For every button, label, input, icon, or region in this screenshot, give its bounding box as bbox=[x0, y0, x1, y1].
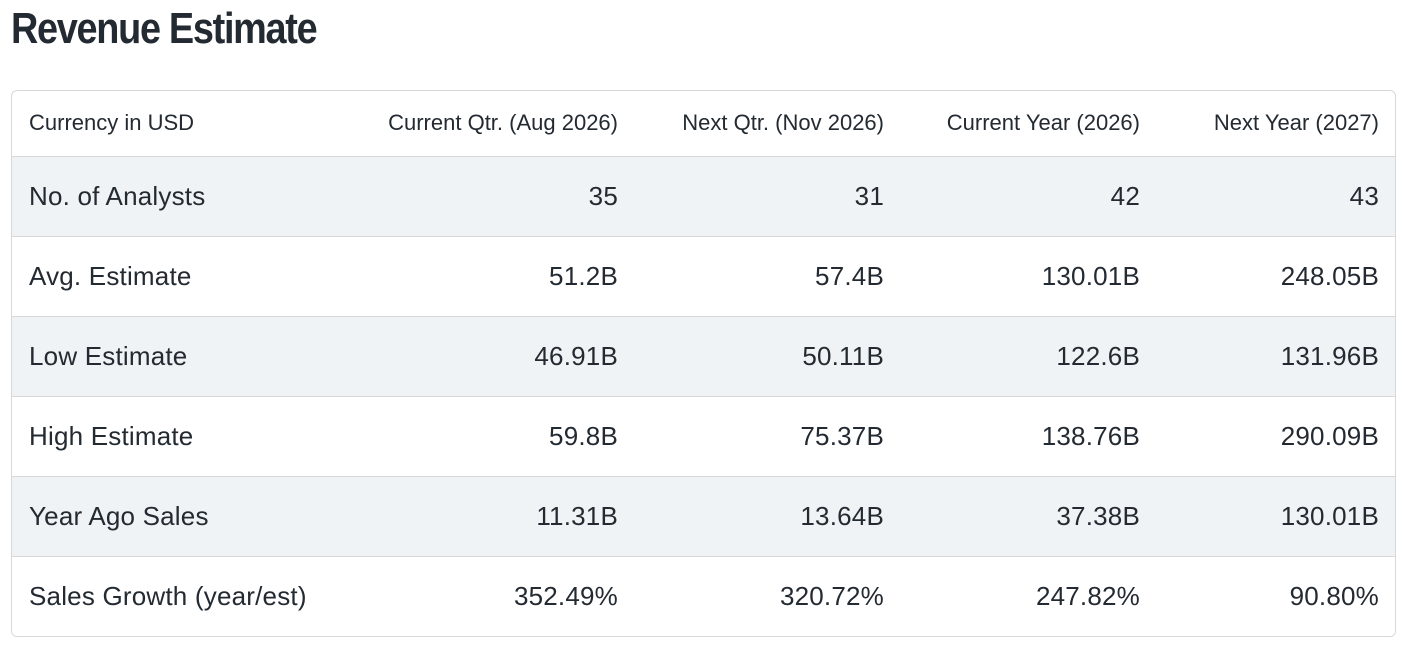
header-current-year: Current Year (2026) bbox=[900, 91, 1156, 157]
revenue-estimate-table-container: Currency in USD Current Qtr. (Aug 2026) … bbox=[11, 90, 1396, 637]
table-cell: 248.05B bbox=[1156, 236, 1395, 317]
table-row: Year Ago Sales 11.31B 13.64B 37.38B 130.… bbox=[12, 476, 1395, 557]
table-cell: 57.4B bbox=[634, 236, 900, 317]
table-row: Avg. Estimate 51.2B 57.4B 130.01B 248.05… bbox=[12, 236, 1395, 317]
table-cell: 35 bbox=[349, 156, 634, 237]
row-label: Avg. Estimate bbox=[12, 236, 349, 317]
table-cell: 352.49% bbox=[513, 580, 618, 611]
table-cell: 11.31B bbox=[349, 476, 634, 557]
table-row: High Estimate 59.8B 75.37B 138.76B 290.0… bbox=[12, 396, 1395, 477]
table-cell: 13.64B bbox=[634, 476, 900, 557]
table-cell: 247.82% bbox=[1035, 580, 1140, 611]
table-cell: 46.91B bbox=[349, 316, 634, 397]
table-cell: 122.6B bbox=[900, 316, 1156, 397]
header-currency: Currency in USD bbox=[12, 91, 349, 157]
row-label: High Estimate bbox=[12, 396, 349, 477]
table-row: Sales Growth (year/est) 352.49% 320.72% … bbox=[12, 556, 1395, 636]
table-cell: 50.11B bbox=[634, 316, 900, 397]
table-header-row: Currency in USD Current Qtr. (Aug 2026) … bbox=[12, 91, 1395, 157]
table-cell: 42 bbox=[900, 156, 1156, 237]
header-next-year: Next Year (2027) bbox=[1156, 91, 1395, 157]
table-cell: 290.09B bbox=[1156, 396, 1395, 477]
table-cell: 320.72% bbox=[779, 580, 884, 611]
row-label: Low Estimate bbox=[12, 316, 349, 397]
table-cell: 138.76B bbox=[900, 396, 1156, 477]
row-label: Year Ago Sales bbox=[12, 476, 349, 557]
table-cell: 131.96B bbox=[1156, 316, 1395, 397]
table-cell: 51.2B bbox=[349, 236, 634, 317]
table-cell: 90.80% bbox=[1289, 580, 1379, 611]
table-cell: 59.8B bbox=[349, 396, 634, 477]
table-row: No. of Analysts 35 31 42 43 bbox=[12, 156, 1395, 237]
table-cell: 37.38B bbox=[900, 476, 1156, 557]
table-cell: 43 bbox=[1156, 156, 1395, 237]
header-next-qtr: Next Qtr. (Nov 2026) bbox=[634, 91, 900, 157]
header-current-qtr: Current Qtr. (Aug 2026) bbox=[349, 91, 634, 157]
table-row: Low Estimate 46.91B 50.11B 122.6B 131.96… bbox=[12, 316, 1395, 397]
revenue-estimate-table: Currency in USD Current Qtr. (Aug 2026) … bbox=[12, 91, 1395, 636]
table-cell: 75.37B bbox=[634, 396, 900, 477]
section-title: Revenue Estimate bbox=[11, 4, 318, 53]
table-cell: 130.01B bbox=[900, 236, 1156, 317]
row-label: No. of Analysts bbox=[12, 156, 349, 237]
table-cell: 130.01B bbox=[1156, 476, 1395, 557]
table-cell: 31 bbox=[634, 156, 900, 237]
row-label: Sales Growth (year/est) bbox=[29, 580, 307, 611]
